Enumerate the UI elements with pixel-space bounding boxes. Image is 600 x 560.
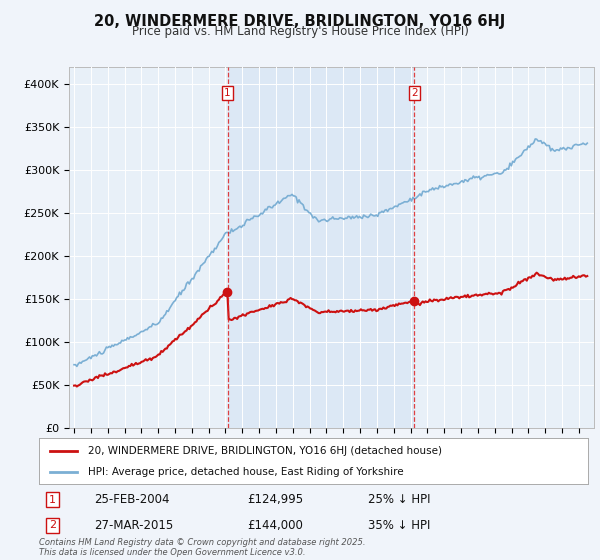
Text: 1: 1 [224, 88, 231, 98]
Text: 20, WINDERMERE DRIVE, BRIDLINGTON, YO16 6HJ: 20, WINDERMERE DRIVE, BRIDLINGTON, YO16 … [94, 14, 506, 29]
Text: 27-MAR-2015: 27-MAR-2015 [94, 519, 173, 532]
Bar [227, 67, 415, 428]
Text: Price paid vs. HM Land Registry's House Price Index (HPI): Price paid vs. HM Land Registry's House … [131, 25, 469, 38]
Text: £144,000: £144,000 [248, 519, 304, 532]
Text: 2: 2 [411, 88, 418, 98]
Text: 25-FEB-2004: 25-FEB-2004 [94, 493, 169, 506]
Text: 2: 2 [49, 520, 56, 530]
Text: 1: 1 [49, 494, 56, 505]
Text: HPI: Average price, detached house, East Riding of Yorkshire: HPI: Average price, detached house, East… [88, 467, 404, 477]
Text: 25% ↓ HPI: 25% ↓ HPI [368, 493, 431, 506]
Text: Contains HM Land Registry data © Crown copyright and database right 2025.
This d: Contains HM Land Registry data © Crown c… [39, 538, 365, 557]
Text: £124,995: £124,995 [248, 493, 304, 506]
Text: 35% ↓ HPI: 35% ↓ HPI [368, 519, 431, 532]
Text: 20, WINDERMERE DRIVE, BRIDLINGTON, YO16 6HJ (detached house): 20, WINDERMERE DRIVE, BRIDLINGTON, YO16 … [88, 446, 442, 456]
